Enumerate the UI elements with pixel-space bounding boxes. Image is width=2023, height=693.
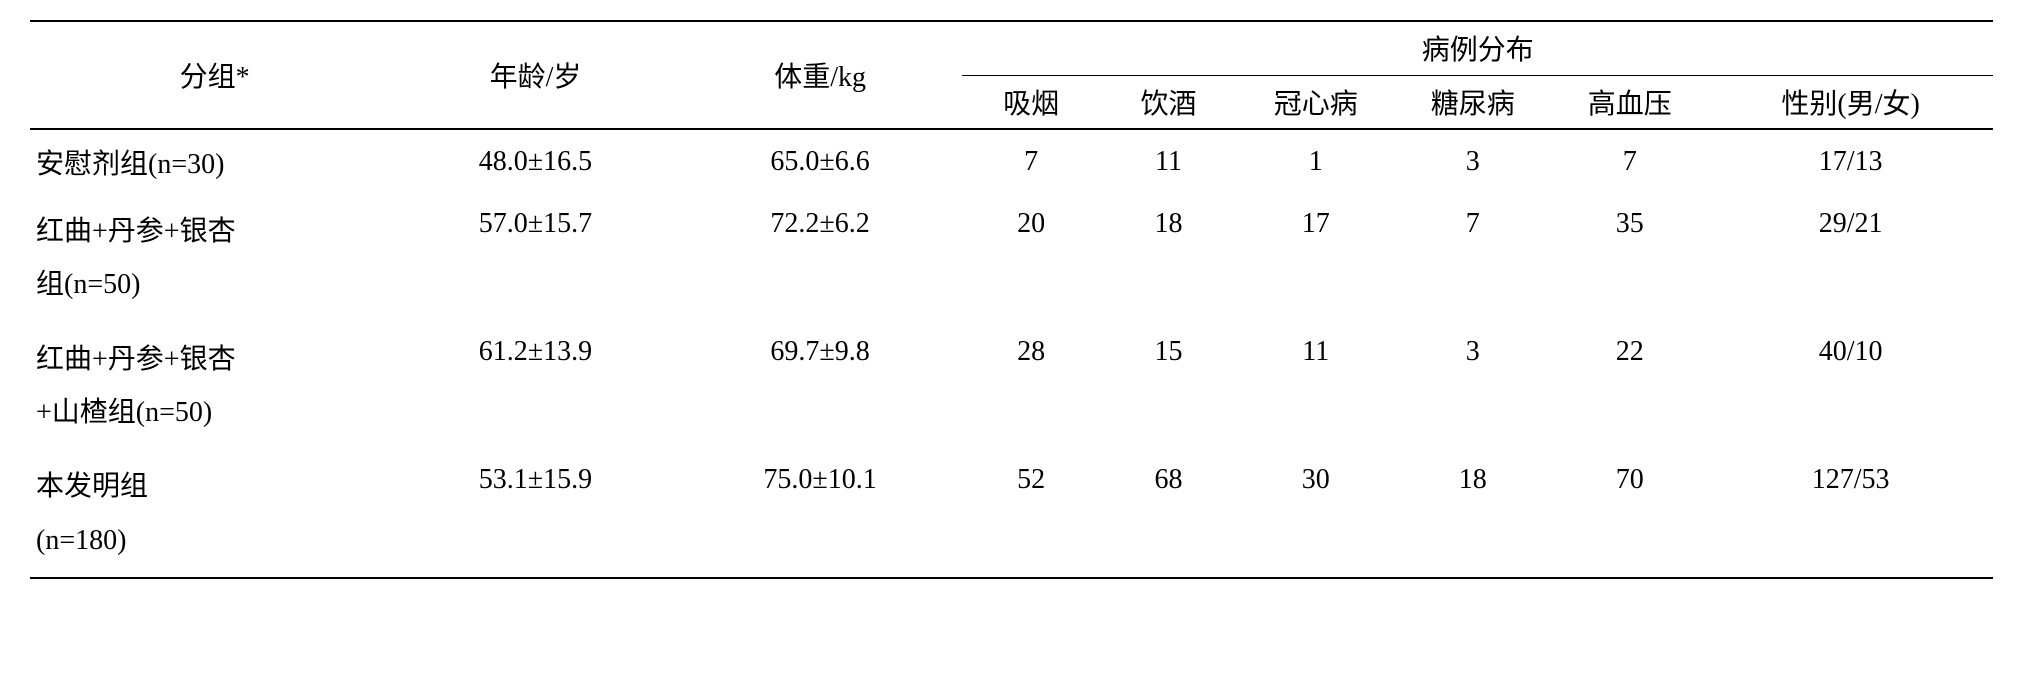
cell-sex: 127/53 [1708,450,1993,578]
cell-age: 53.1±15.9 [393,450,678,578]
cell-smoking: 20 [962,194,1099,322]
col-header-chd: 冠心病 [1237,75,1394,129]
cell-weight: 69.7±9.8 [678,322,963,450]
cell-group: 安慰剂组(n=30) [30,129,393,194]
cell-group-line2: 组(n=50) [36,258,393,311]
col-header-group: 分组* [30,21,393,129]
cell-group-line1: 本发明组 [36,460,393,513]
col-header-diabetes: 糖尿病 [1394,75,1551,129]
cell-hypertension: 22 [1551,322,1708,450]
cell-weight: 65.0±6.6 [678,129,963,194]
col-header-hypertension: 高血压 [1551,75,1708,129]
cell-hypertension: 70 [1551,450,1708,578]
cell-drinking: 11 [1100,129,1237,194]
cell-weight: 75.0±10.1 [678,450,963,578]
cell-group-line1: 红曲+丹参+银杏 [36,333,393,386]
cell-group: 红曲+丹参+银杏 +山楂组(n=50) [30,322,393,450]
cell-chd: 1 [1237,129,1394,194]
col-header-smoking: 吸烟 [962,75,1099,129]
cell-group-line2: +山楂组(n=50) [36,386,393,439]
cell-drinking: 18 [1100,194,1237,322]
col-header-weight: 体重/kg [678,21,963,129]
cell-drinking: 68 [1100,450,1237,578]
table-body: 安慰剂组(n=30) 48.0±16.5 65.0±6.6 7 11 1 3 7… [30,129,1993,578]
clinical-table: 分组* 年龄/岁 体重/kg 病例分布 吸烟 饮酒 冠心病 糖尿病 高血压 性别… [30,20,1993,579]
cell-smoking: 52 [962,450,1099,578]
cell-age: 48.0±16.5 [393,129,678,194]
table-row: 本发明组 (n=180) 53.1±15.9 75.0±10.1 52 68 3… [30,450,1993,578]
table-row: 红曲+丹参+银杏 组(n=50) 57.0±15.7 72.2±6.2 20 1… [30,194,1993,322]
cell-hypertension: 35 [1551,194,1708,322]
cell-group-line2: (n=180) [36,514,393,567]
cell-group: 本发明组 (n=180) [30,450,393,578]
cell-weight: 72.2±6.2 [678,194,963,322]
col-header-age: 年龄/岁 [393,21,678,129]
cell-diabetes: 3 [1394,129,1551,194]
cell-sex: 17/13 [1708,129,1993,194]
cell-diabetes: 18 [1394,450,1551,578]
cell-chd: 30 [1237,450,1394,578]
cell-sex: 40/10 [1708,322,1993,450]
cell-age: 61.2±13.9 [393,322,678,450]
cell-hypertension: 7 [1551,129,1708,194]
table-row: 红曲+丹参+银杏 +山楂组(n=50) 61.2±13.9 69.7±9.8 2… [30,322,1993,450]
cell-smoking: 7 [962,129,1099,194]
cell-group-line1: 红曲+丹参+银杏 [36,205,393,258]
col-header-drinking: 饮酒 [1100,75,1237,129]
cell-age: 57.0±15.7 [393,194,678,322]
col-header-case-dist: 病例分布 [962,21,1993,75]
col-header-sex: 性别(男/女) [1708,75,1993,129]
cell-smoking: 28 [962,322,1099,450]
cell-chd: 17 [1237,194,1394,322]
cell-diabetes: 7 [1394,194,1551,322]
cell-chd: 11 [1237,322,1394,450]
cell-group: 红曲+丹参+银杏 组(n=50) [30,194,393,322]
cell-drinking: 15 [1100,322,1237,450]
cell-sex: 29/21 [1708,194,1993,322]
cell-diabetes: 3 [1394,322,1551,450]
table-row: 安慰剂组(n=30) 48.0±16.5 65.0±6.6 7 11 1 3 7… [30,129,1993,194]
